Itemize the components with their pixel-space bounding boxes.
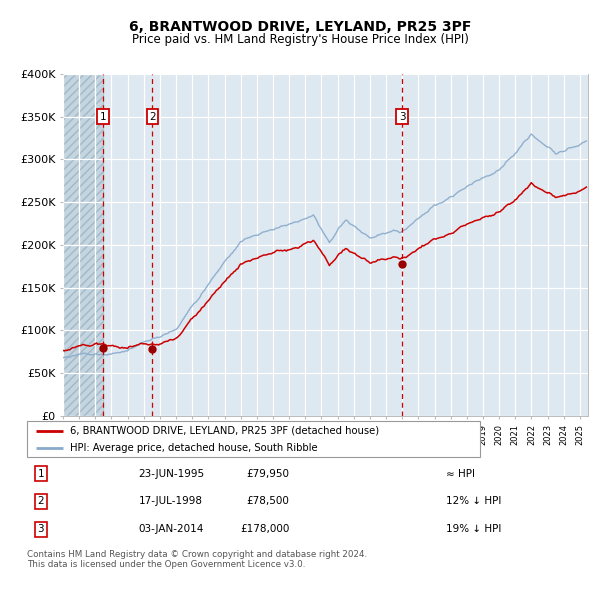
Text: 6, BRANTWOOD DRIVE, LEYLAND, PR25 3PF: 6, BRANTWOOD DRIVE, LEYLAND, PR25 3PF: [129, 19, 471, 34]
FancyBboxPatch shape: [27, 421, 480, 457]
Text: 03-JAN-2014: 03-JAN-2014: [139, 525, 204, 535]
Text: £78,500: £78,500: [247, 496, 289, 506]
Text: 1: 1: [38, 469, 44, 479]
Text: Contains HM Land Registry data © Crown copyright and database right 2024.
This d: Contains HM Land Registry data © Crown c…: [27, 550, 367, 569]
Text: 1: 1: [100, 112, 106, 122]
Text: ≈ HPI: ≈ HPI: [445, 469, 475, 479]
Text: 19% ↓ HPI: 19% ↓ HPI: [445, 525, 501, 535]
Text: 2: 2: [38, 496, 44, 506]
Text: 12% ↓ HPI: 12% ↓ HPI: [445, 496, 501, 506]
Text: 3: 3: [38, 525, 44, 535]
Text: HPI: Average price, detached house, South Ribble: HPI: Average price, detached house, Sout…: [70, 443, 317, 453]
Text: Price paid vs. HM Land Registry's House Price Index (HPI): Price paid vs. HM Land Registry's House …: [131, 33, 469, 46]
Text: £178,000: £178,000: [240, 525, 289, 535]
Text: 6, BRANTWOOD DRIVE, LEYLAND, PR25 3PF (detached house): 6, BRANTWOOD DRIVE, LEYLAND, PR25 3PF (d…: [70, 425, 379, 435]
Bar: [63, 74, 103, 416]
Text: 17-JUL-1998: 17-JUL-1998: [139, 496, 203, 506]
Text: 2: 2: [149, 112, 156, 122]
Text: 23-JUN-1995: 23-JUN-1995: [139, 469, 205, 479]
Text: 3: 3: [399, 112, 406, 122]
Bar: [63, 74, 103, 416]
Text: £79,950: £79,950: [246, 469, 289, 479]
